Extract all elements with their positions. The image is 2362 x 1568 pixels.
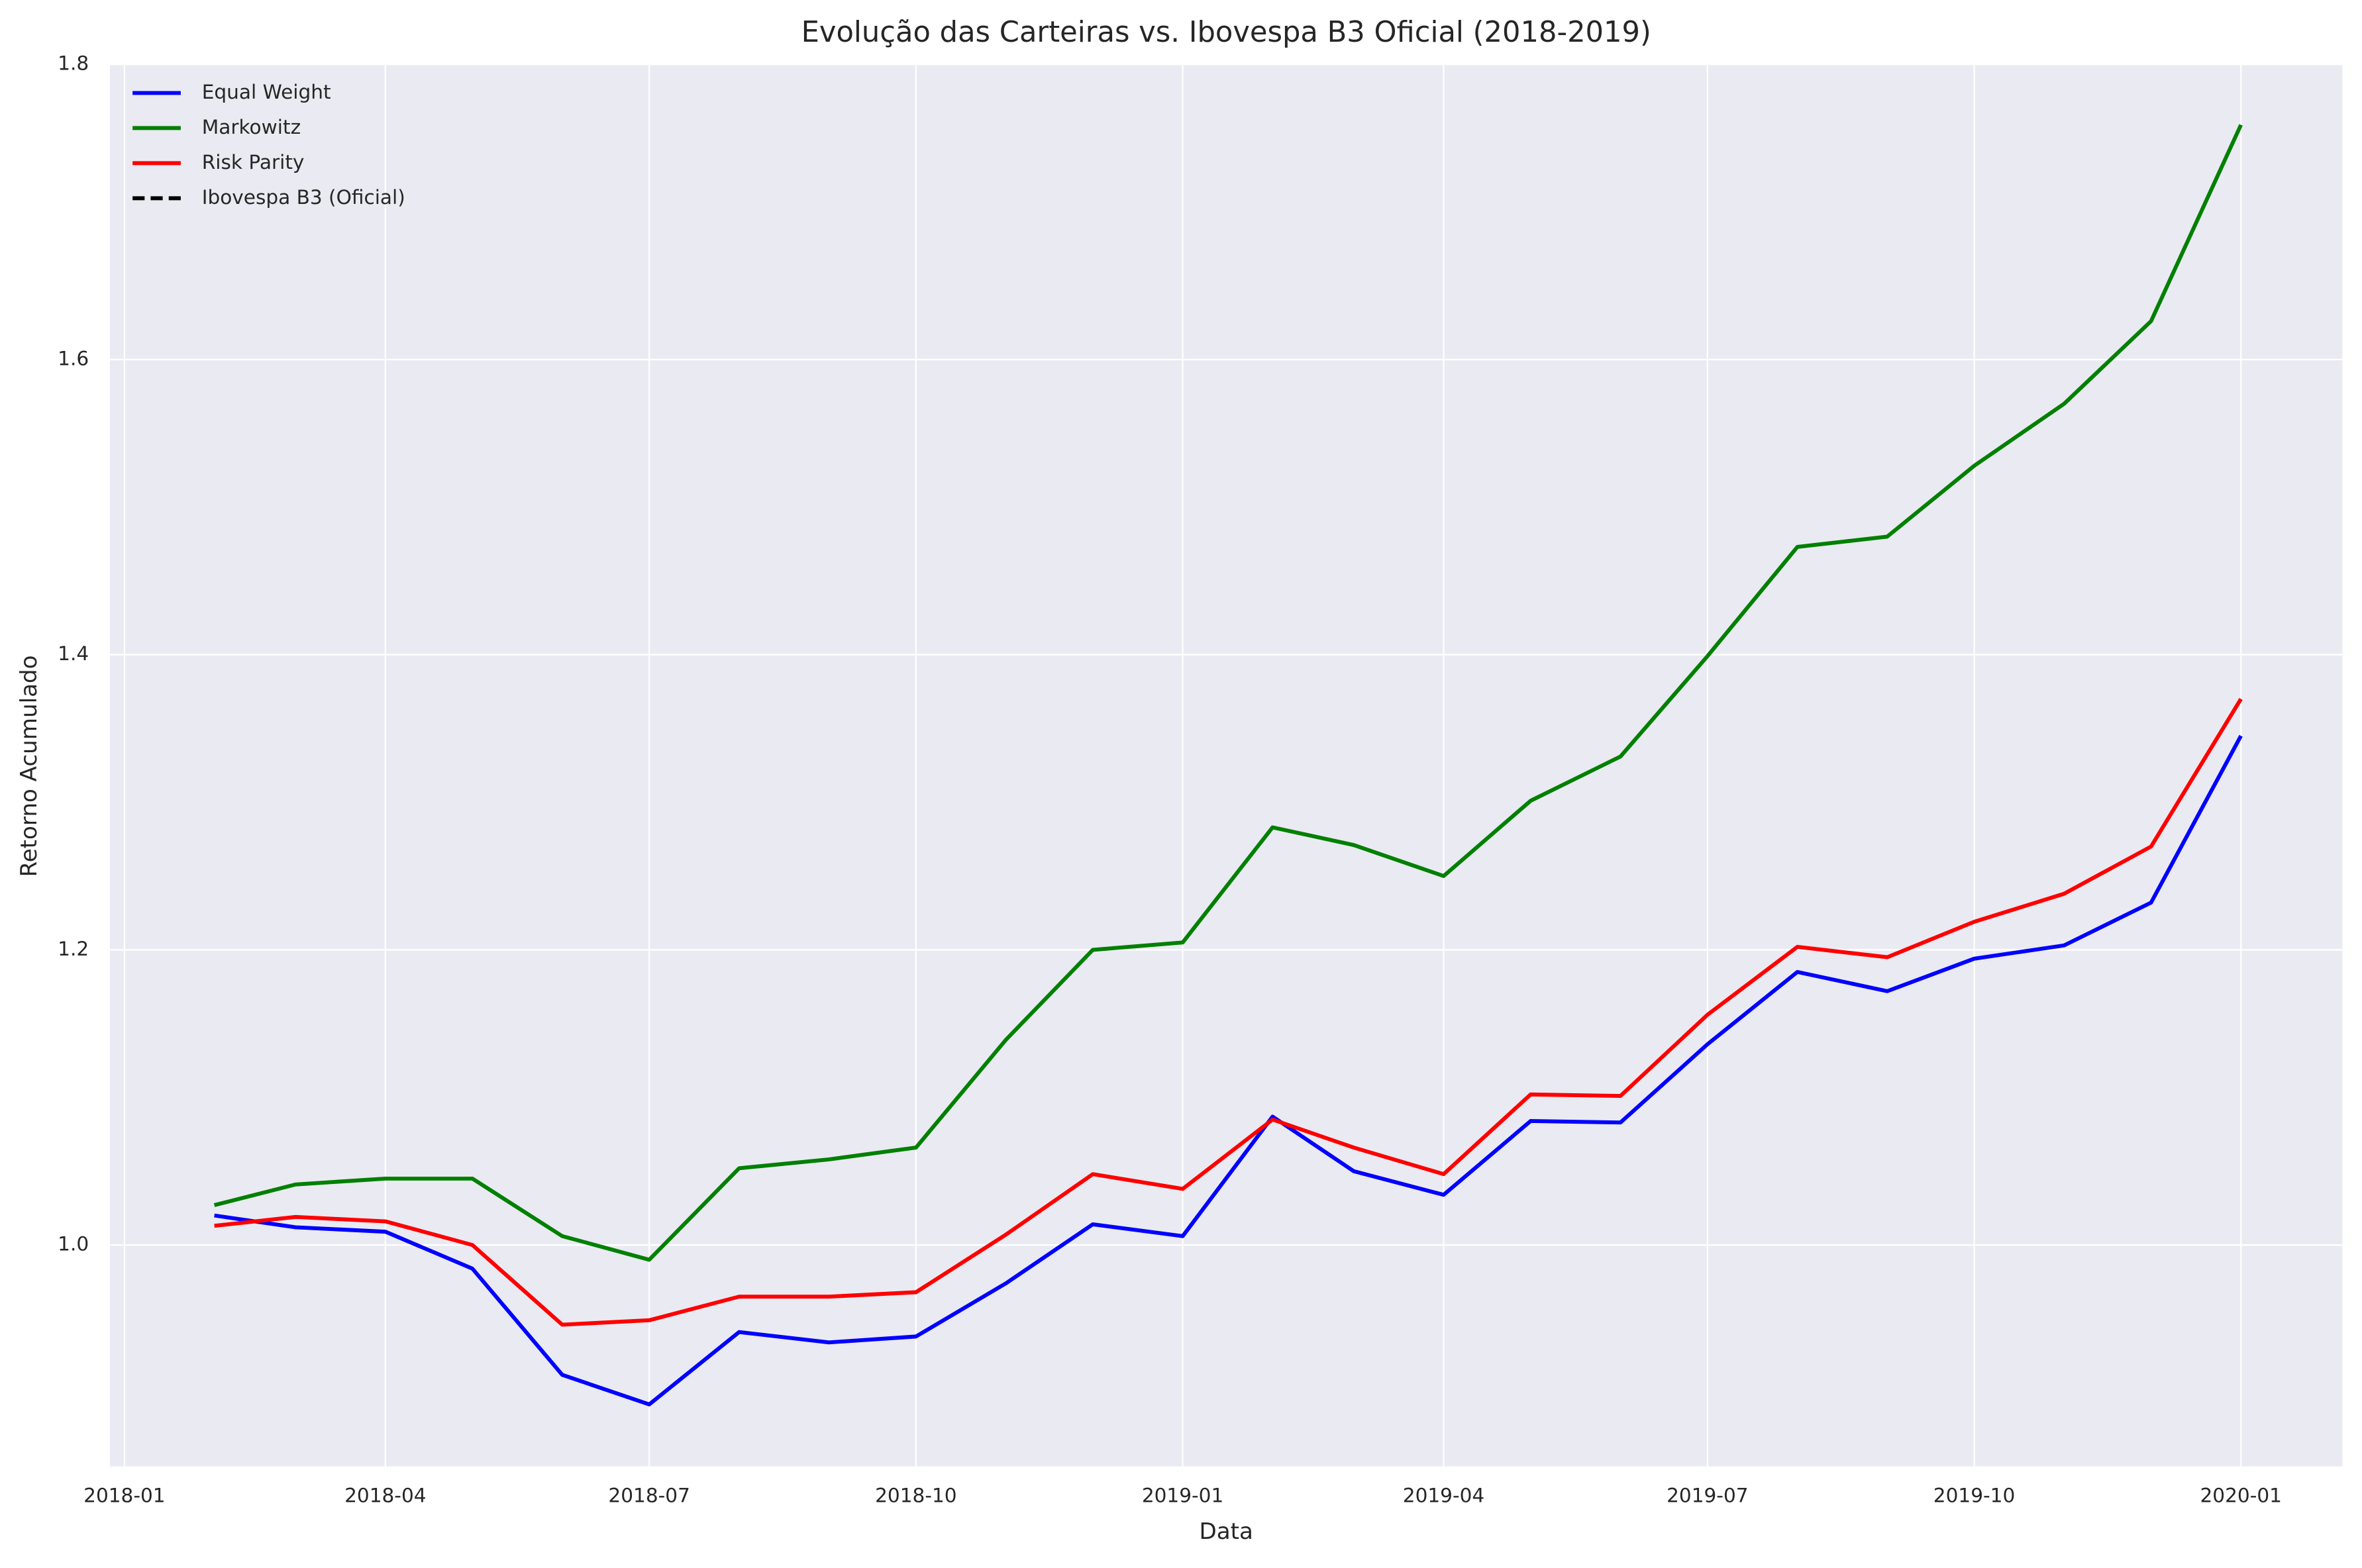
x-tick-label: 2018-07: [608, 1484, 690, 1506]
x-tick-label: 2018-04: [344, 1484, 426, 1506]
y-axis-label: Retorno Acumulado: [16, 655, 42, 877]
y-tick-label: 1.4: [58, 642, 89, 665]
legend-label: Markowitz: [202, 116, 301, 138]
x-tick-label: 2018-01: [83, 1484, 165, 1506]
y-tick-label: 1.6: [58, 347, 89, 369]
legend-label: Equal Weight: [202, 81, 331, 103]
x-axis-label: Data: [1200, 1518, 1253, 1545]
x-tick-label: 2019-04: [1403, 1484, 1484, 1506]
line-series: [214, 698, 2243, 1327]
x-tick-label: 2018-10: [875, 1484, 956, 1506]
x-tick-label: 2019-07: [1667, 1484, 1748, 1506]
y-tick-label: 1.0: [58, 1233, 89, 1255]
line-series: [213, 124, 2243, 1262]
plot-area: [110, 64, 2343, 1467]
y-tick-label: 1.2: [58, 938, 89, 960]
x-tick-label: 2019-01: [1142, 1484, 1223, 1506]
chart-title: Evolução das Carteiras vs. Ibovespa B3 O…: [801, 16, 1651, 49]
legend-label: Ibovespa B3 (Oficial): [202, 186, 405, 209]
x-tick-label: 2020-01: [2200, 1484, 2282, 1506]
legend-label: Risk Parity: [202, 151, 305, 173]
line-series: [214, 734, 2243, 1406]
y-tick-label: 1.8: [58, 52, 89, 75]
x-tick-label: 2019-10: [1933, 1484, 2015, 1506]
